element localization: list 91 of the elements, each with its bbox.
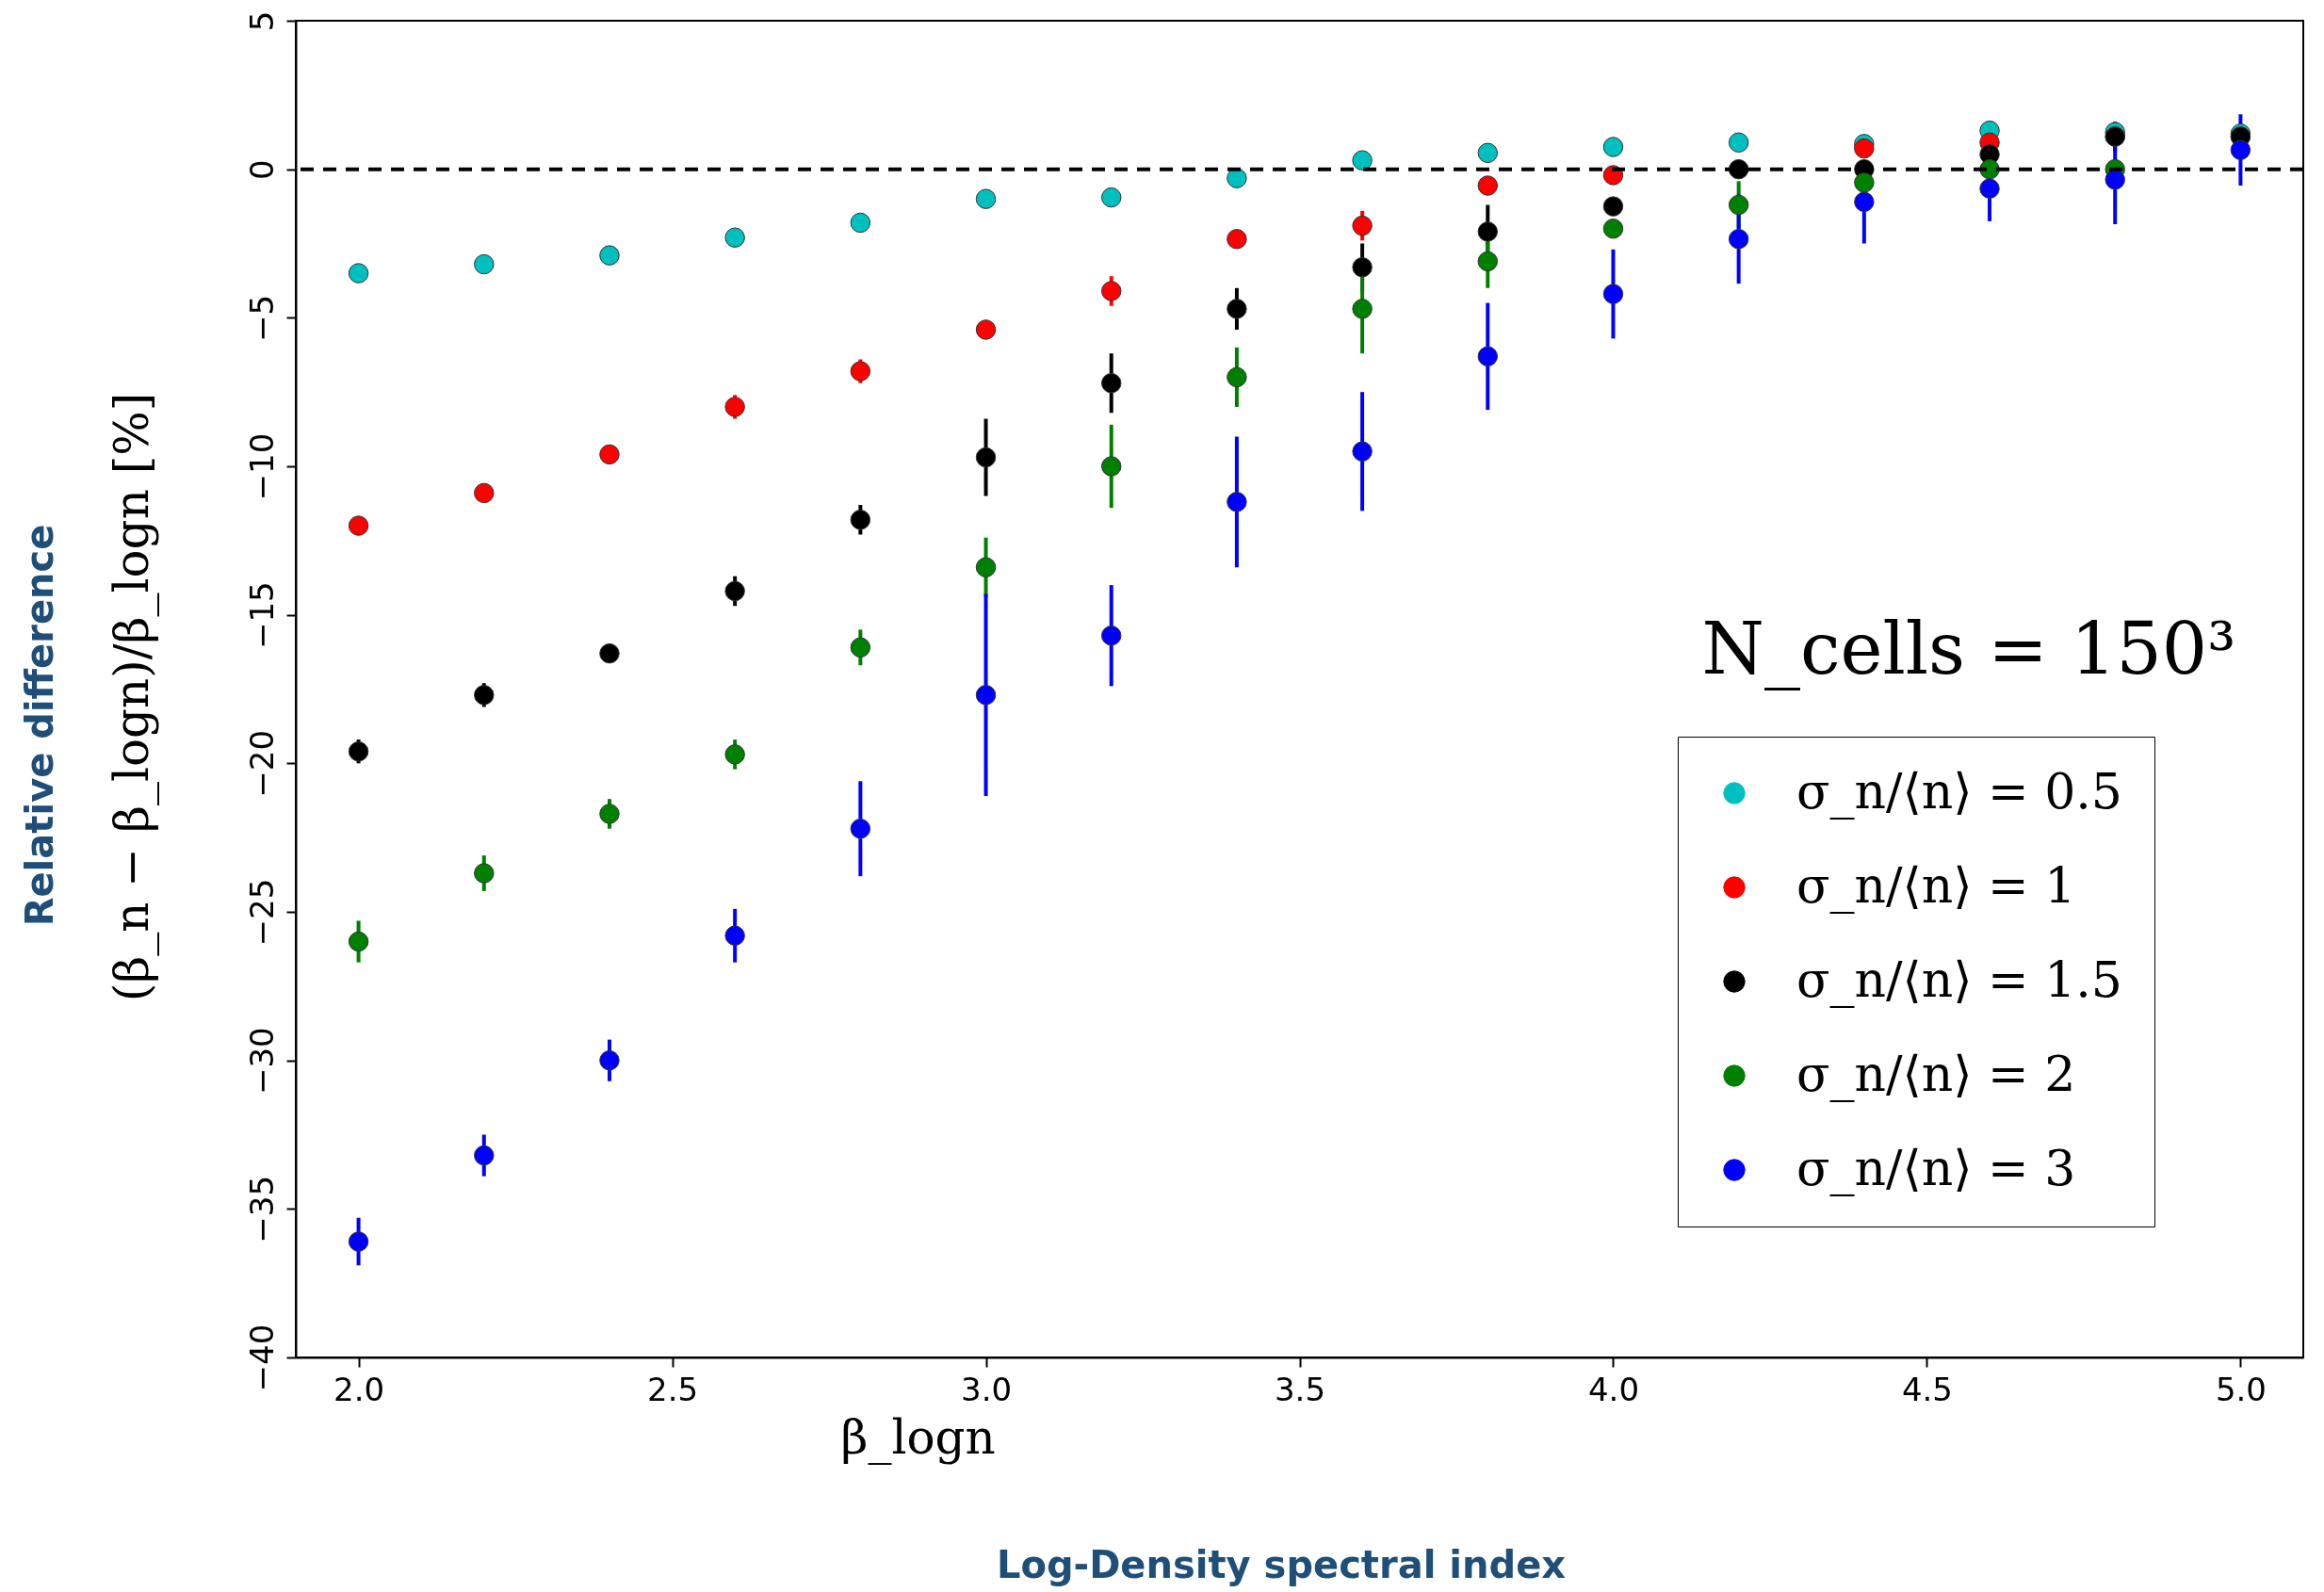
point xyxy=(474,482,495,504)
x-tick-label: 2.5 xyxy=(647,1370,699,1408)
x-tick-label: 4.5 xyxy=(1901,1370,1953,1408)
point xyxy=(1100,456,1122,477)
point xyxy=(1979,178,2000,199)
point xyxy=(1854,138,1875,159)
point xyxy=(1477,251,1499,272)
point xyxy=(1227,229,1247,250)
point xyxy=(599,804,620,824)
y-tick-label: −10 xyxy=(242,432,281,501)
point xyxy=(474,253,495,275)
y-tick-label: 5 xyxy=(242,10,281,32)
point xyxy=(1477,346,1499,367)
point xyxy=(1100,372,1122,394)
point xyxy=(1100,187,1122,208)
y-tick-label: −35 xyxy=(242,1175,281,1243)
point xyxy=(474,1145,495,1166)
y-tick-label: −15 xyxy=(242,581,281,650)
annotation: N_cells = 150³ xyxy=(1701,607,2236,690)
point xyxy=(348,515,369,536)
point xyxy=(724,227,745,248)
point xyxy=(975,447,997,468)
x-axis-title: β_logn xyxy=(840,1410,996,1465)
point xyxy=(724,925,745,946)
point xyxy=(1854,191,1875,213)
point xyxy=(1602,196,1624,217)
point xyxy=(850,818,871,839)
point xyxy=(1728,194,1749,216)
point xyxy=(1227,299,1247,319)
point xyxy=(2230,139,2251,160)
point xyxy=(975,557,997,577)
point xyxy=(348,263,369,284)
legend-label: σ_n/⟨n⟩ = 1.5 xyxy=(1796,951,2122,1008)
point xyxy=(348,1231,369,1252)
y-tick-label: −20 xyxy=(242,729,281,798)
point xyxy=(1100,625,1122,646)
y-axis-title: (β_n − β_logn)/β_logn [%] xyxy=(105,392,159,1002)
y-tick-label: −25 xyxy=(242,878,281,947)
point xyxy=(1728,132,1749,154)
point xyxy=(599,245,620,266)
point xyxy=(2105,169,2125,190)
point xyxy=(850,361,871,382)
point xyxy=(724,744,745,765)
point xyxy=(599,444,620,465)
point xyxy=(1100,281,1122,301)
point xyxy=(975,319,997,340)
point xyxy=(724,397,745,417)
point xyxy=(1602,284,1624,304)
point xyxy=(474,863,495,884)
point xyxy=(1227,366,1247,388)
point xyxy=(850,637,871,658)
point xyxy=(1352,441,1373,462)
text: Log-Density spectral index xyxy=(996,1543,1567,1586)
legend-label: σ_n/⟨n⟩ = 1 xyxy=(1796,857,2076,914)
legend-label: σ_n/⟨n⟩ = 3 xyxy=(1796,1140,2076,1196)
point xyxy=(348,740,369,762)
point xyxy=(1227,168,1247,188)
x-tick-label: 2.0 xyxy=(333,1370,385,1408)
point xyxy=(850,212,871,234)
x-tick-label: 3.0 xyxy=(960,1370,1013,1408)
y-tick-label: 0 xyxy=(242,159,281,180)
point xyxy=(1227,492,1247,512)
point xyxy=(1352,150,1373,171)
point xyxy=(474,685,495,706)
legend-label: σ_n/⟨n⟩ = 2 xyxy=(1796,1046,2076,1102)
point xyxy=(1352,299,1373,319)
legend-label: σ_n/⟨n⟩ = 0.5 xyxy=(1796,763,2122,820)
x-tick-label: 4.0 xyxy=(1587,1370,1640,1408)
point xyxy=(1352,215,1373,236)
point xyxy=(1728,229,1749,250)
point xyxy=(1477,221,1499,242)
point xyxy=(1477,142,1499,164)
y-tick-label: −30 xyxy=(242,1027,281,1096)
point xyxy=(348,931,369,952)
point xyxy=(1477,175,1499,196)
x-tick-label: 3.5 xyxy=(1274,1370,1326,1408)
point xyxy=(1352,257,1373,278)
point xyxy=(1602,219,1624,239)
y-tick-label: −5 xyxy=(242,294,281,342)
point xyxy=(1602,137,1624,157)
point xyxy=(850,510,871,530)
point xyxy=(1854,172,1875,193)
x-tick-label: 5.0 xyxy=(2215,1370,2267,1408)
text: Relative difference xyxy=(18,524,61,927)
point xyxy=(599,1049,620,1071)
point xyxy=(975,188,997,209)
y-tick-label: −40 xyxy=(242,1324,281,1392)
point xyxy=(724,580,745,602)
point xyxy=(1728,158,1749,180)
point xyxy=(975,685,997,706)
point xyxy=(599,642,620,664)
